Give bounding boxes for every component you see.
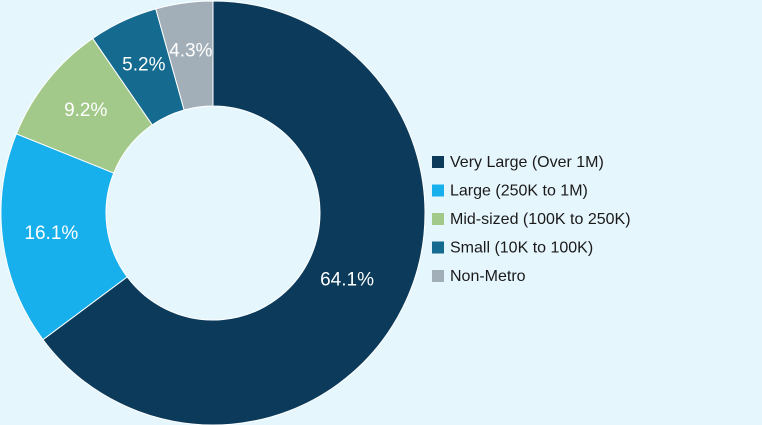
legend-swatch: [432, 213, 444, 225]
legend-swatch: [432, 184, 444, 197]
donut-slice: [155, 0, 214, 111]
legend-swatch: [432, 241, 444, 254]
slice-label: 4.3%: [169, 41, 212, 62]
legend-label: Mid-sized (100K to 250K): [450, 211, 631, 228]
legend-swatch: [432, 270, 444, 282]
legend-label: Large (250K to 1M): [450, 183, 588, 200]
legend-label: Non-Metro: [450, 268, 526, 285]
legend-swatch: [432, 156, 444, 168]
legend-label: Very Large (Over 1M): [450, 154, 604, 171]
slice-label: 16.1%: [24, 223, 78, 244]
slice-label: 9.2%: [64, 100, 107, 121]
legend-label: Small (10K to 100K): [450, 240, 593, 257]
donut-slice: [0, 133, 128, 341]
slice-label: 5.2%: [122, 54, 165, 75]
slice-label: 64.1%: [320, 269, 374, 290]
donut-slice: [42, 0, 426, 425]
